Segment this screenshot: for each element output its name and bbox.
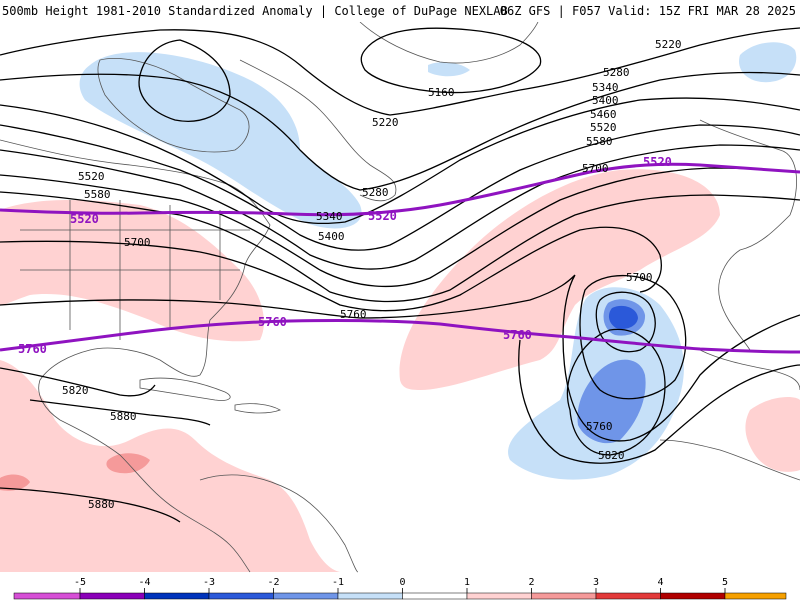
colorbar-tick-label: 3 (593, 577, 599, 588)
colorbar-band (13, 592, 81, 600)
contour-5220-north (0, 27, 800, 116)
contour-labels: 5160 5220 5220 5280 5280 5340 5340 5400 … (62, 38, 682, 511)
contour-5280 (0, 71, 800, 191)
contour-5460 (0, 144, 800, 270)
colorbar-band (531, 592, 597, 600)
contour-5340 (0, 97, 800, 225)
positive-anomaly-atlantic-ridge (399, 169, 720, 390)
colorbar-tick-label: -3 (203, 577, 215, 588)
contour-5880 (0, 399, 211, 523)
contour-label-5220: 5220 (372, 116, 399, 129)
contour-label-5760: 5760 (586, 420, 613, 433)
map-title: 500mb Height 1981-2010 Standardized Anom… (2, 4, 508, 18)
strongest-negative-anomaly (608, 305, 638, 329)
highlight-contour-5760 (0, 318, 800, 354)
contour-label-5760: 5760 (340, 308, 367, 321)
coast-hispaniola (234, 403, 281, 414)
contour-5760-ring (566, 328, 666, 456)
contour-label-5580: 5580 (84, 188, 111, 201)
colorbar-tick-label: 1 (464, 577, 470, 588)
contour-label-5820: 5820 (62, 384, 89, 397)
colorbar-tick-label: 0 (399, 577, 405, 588)
coast-africa (659, 349, 800, 481)
contour-label-5280: 5280 (362, 186, 389, 199)
contour-label-5520: 5520 (590, 121, 617, 134)
contour-label-5820: 5820 (598, 449, 625, 462)
anomaly-map: 5160 5220 5220 5280 5280 5340 5340 5400 … (0, 22, 800, 573)
contour-5520 (0, 167, 800, 287)
coast-europe (699, 119, 797, 351)
colorbar-band (273, 592, 339, 600)
colorbar-tick-label: 2 (528, 577, 534, 588)
contour-label-5700: 5700 (582, 162, 609, 175)
positive-anomaly-south-us (0, 200, 264, 342)
colorbar-tick-label: 5 (722, 577, 728, 588)
contour-label-5880: 5880 (110, 410, 137, 423)
negative-anomaly-canada (79, 52, 362, 229)
colorbar-band (595, 592, 661, 600)
contour-5160 (360, 27, 542, 94)
highlight-label-5520: 5520 (643, 155, 672, 169)
highlight-contour-5520 (0, 162, 800, 217)
colorbar-tick-label: -4 (138, 577, 150, 588)
contour-5700-ring-inner (595, 291, 656, 353)
contour-label-5400: 5400 (592, 94, 619, 107)
negative-anomaly-greenland (428, 62, 470, 77)
coast-greenland (359, 22, 539, 64)
highlight-label-5760: 5760 (503, 328, 532, 342)
contour-label-5340: 5340 (316, 210, 343, 223)
model-valid-time: 06Z GFS | F057 Valid: 15Z FRI MAR 28 202… (499, 4, 796, 18)
coast-cuba (139, 377, 231, 401)
colorbar-tick-label: -2 (267, 577, 279, 588)
colorbar-bands (13, 592, 787, 600)
colorbar-band (144, 592, 210, 600)
colorbar-tick-label: -1 (332, 577, 344, 588)
coastlines (0, 22, 800, 573)
colorbar-band (724, 592, 787, 600)
coast-south-america (199, 474, 359, 573)
contour-5220-ring (138, 39, 231, 122)
highlight-label-5760: 5760 (258, 315, 287, 329)
anomaly-colorbar: -5 -4 -3 -2 -1 0 1 2 3 4 5 (13, 577, 787, 600)
height-contours (0, 27, 800, 523)
contour-5700-ring-outer (579, 274, 687, 400)
highlight-contours (0, 162, 800, 354)
colorbar-band (402, 592, 468, 600)
colorbar-band (660, 592, 726, 600)
colorbar-band (337, 592, 403, 600)
contour-label-5160: 5160 (428, 86, 455, 99)
map-header: 500mb Height 1981-2010 Standardized Anom… (0, 0, 800, 22)
positive-anomaly-pacific (0, 474, 30, 491)
contour-label-5700: 5700 (124, 236, 151, 249)
strong-negative-anomaly-b (577, 359, 646, 444)
contour-5400 (0, 124, 800, 251)
coast-labrador (239, 59, 397, 202)
contour-label-5340: 5340 (592, 81, 619, 94)
contour-label-5880: 5880 (88, 498, 115, 511)
positive-anomaly-mexico (0, 360, 340, 572)
colorbar-band (79, 592, 145, 600)
positive-anomaly-west-africa (745, 397, 800, 472)
contour-label-5400: 5400 (318, 230, 345, 243)
highlight-label-5760: 5760 (18, 342, 47, 356)
contour-label-5520: 5520 (78, 170, 105, 183)
contour-label-5460: 5460 (590, 108, 617, 121)
colorbar-tick-label: -5 (74, 577, 86, 588)
coast-hudson-bay (97, 57, 250, 153)
colorbar-band (208, 592, 274, 600)
contour-label-5280: 5280 (603, 66, 630, 79)
contour-label-5700: 5700 (626, 271, 653, 284)
contour-5700 (0, 226, 662, 312)
contour-label-5580: 5580 (586, 135, 613, 148)
colorbar-tick-label: 4 (657, 577, 663, 588)
colorbar-tick-labels: -5 -4 -3 -2 -1 0 1 2 3 4 5 (74, 577, 728, 593)
colorbar-band (466, 592, 532, 600)
highlight-label-5520: 5520 (368, 209, 397, 223)
contour-5820 (0, 339, 800, 464)
highlight-label-5520: 5520 (70, 212, 99, 226)
highlight-labels: 5520 5520 5520 5760 5760 5760 (18, 155, 672, 356)
contour-label-5220: 5220 (655, 38, 682, 51)
us-state-lines (20, 200, 250, 340)
